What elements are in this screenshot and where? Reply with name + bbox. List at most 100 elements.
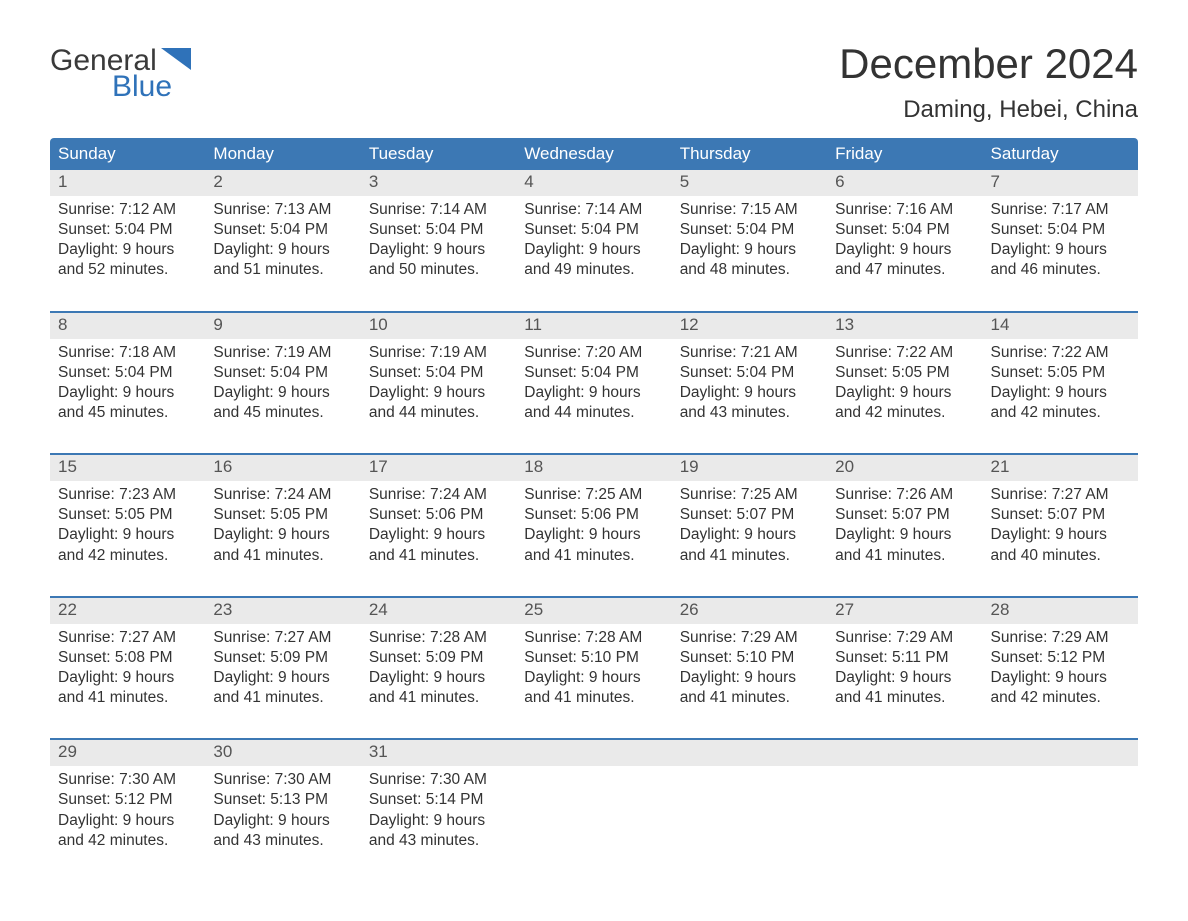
daylight-text-2: and 43 minutes.	[369, 831, 508, 851]
daylight-text-2: and 41 minutes.	[213, 546, 352, 566]
day-cell: Sunrise: 7:29 AMSunset: 5:11 PMDaylight:…	[827, 624, 982, 713]
sunset-text: Sunset: 5:10 PM	[680, 648, 819, 668]
daylight-text-2: and 42 minutes.	[835, 403, 974, 423]
week-block: 1234567Sunrise: 7:12 AMSunset: 5:04 PMDa…	[50, 170, 1138, 285]
page-title: December 2024	[839, 40, 1138, 88]
sunset-text: Sunset: 5:04 PM	[991, 220, 1130, 240]
sunset-text: Sunset: 5:07 PM	[835, 505, 974, 525]
daynum-row: 15161718192021	[50, 455, 1138, 481]
day-cell: Sunrise: 7:14 AMSunset: 5:04 PMDaylight:…	[361, 196, 516, 285]
sunset-text: Sunset: 5:04 PM	[524, 363, 663, 383]
daylight-text-2: and 43 minutes.	[213, 831, 352, 851]
day-cell: Sunrise: 7:23 AMSunset: 5:05 PMDaylight:…	[50, 481, 205, 570]
day-number: 22	[50, 598, 205, 624]
sunset-text: Sunset: 5:12 PM	[991, 648, 1130, 668]
sunset-text: Sunset: 5:14 PM	[369, 790, 508, 810]
day-cell: Sunrise: 7:27 AMSunset: 5:09 PMDaylight:…	[205, 624, 360, 713]
day-cell: Sunrise: 7:19 AMSunset: 5:04 PMDaylight:…	[361, 339, 516, 428]
day-number: 6	[827, 170, 982, 196]
sunset-text: Sunset: 5:04 PM	[835, 220, 974, 240]
sunset-text: Sunset: 5:06 PM	[369, 505, 508, 525]
sunrise-text: Sunrise: 7:22 AM	[991, 343, 1130, 363]
sunrise-text: Sunrise: 7:30 AM	[213, 770, 352, 790]
sunrise-text: Sunrise: 7:17 AM	[991, 200, 1130, 220]
day-number: 29	[50, 740, 205, 766]
day-number: 20	[827, 455, 982, 481]
day-cell: Sunrise: 7:19 AMSunset: 5:04 PMDaylight:…	[205, 339, 360, 428]
daylight-text-1: Daylight: 9 hours	[524, 383, 663, 403]
daylight-text-2: and 45 minutes.	[58, 403, 197, 423]
sunrise-text: Sunrise: 7:14 AM	[524, 200, 663, 220]
day-cell: Sunrise: 7:30 AMSunset: 5:12 PMDaylight:…	[50, 766, 205, 855]
daylight-text-1: Daylight: 9 hours	[369, 668, 508, 688]
day-cell: Sunrise: 7:29 AMSunset: 5:12 PMDaylight:…	[983, 624, 1138, 713]
day-cell: Sunrise: 7:30 AMSunset: 5:13 PMDaylight:…	[205, 766, 360, 855]
sunset-text: Sunset: 5:06 PM	[524, 505, 663, 525]
content-row: Sunrise: 7:12 AMSunset: 5:04 PMDaylight:…	[50, 196, 1138, 285]
day-number: 5	[672, 170, 827, 196]
day-cell: Sunrise: 7:25 AMSunset: 5:06 PMDaylight:…	[516, 481, 671, 570]
daylight-text-1: Daylight: 9 hours	[835, 383, 974, 403]
day-cell: Sunrise: 7:29 AMSunset: 5:10 PMDaylight:…	[672, 624, 827, 713]
daylight-text-1: Daylight: 9 hours	[524, 525, 663, 545]
location-text: Daming, Hebei, China	[839, 96, 1138, 124]
day-cell: Sunrise: 7:21 AMSunset: 5:04 PMDaylight:…	[672, 339, 827, 428]
day-number: 8	[50, 313, 205, 339]
day-cell: Sunrise: 7:12 AMSunset: 5:04 PMDaylight:…	[50, 196, 205, 285]
day-number: 18	[516, 455, 671, 481]
daylight-text-1: Daylight: 9 hours	[369, 525, 508, 545]
daylight-text-2: and 41 minutes.	[369, 546, 508, 566]
day-number: 3	[361, 170, 516, 196]
day-cell: Sunrise: 7:17 AMSunset: 5:04 PMDaylight:…	[983, 196, 1138, 285]
daylight-text-2: and 49 minutes.	[524, 260, 663, 280]
daylight-text-2: and 42 minutes.	[58, 546, 197, 566]
day-number	[827, 740, 982, 766]
day-cell: Sunrise: 7:20 AMSunset: 5:04 PMDaylight:…	[516, 339, 671, 428]
sunrise-text: Sunrise: 7:29 AM	[835, 628, 974, 648]
sunrise-text: Sunrise: 7:27 AM	[58, 628, 197, 648]
daylight-text-1: Daylight: 9 hours	[991, 525, 1130, 545]
day-cell: Sunrise: 7:18 AMSunset: 5:04 PMDaylight:…	[50, 339, 205, 428]
day-cell: Sunrise: 7:26 AMSunset: 5:07 PMDaylight:…	[827, 481, 982, 570]
sunrise-text: Sunrise: 7:25 AM	[680, 485, 819, 505]
sunrise-text: Sunrise: 7:23 AM	[58, 485, 197, 505]
sunrise-text: Sunrise: 7:27 AM	[991, 485, 1130, 505]
sunset-text: Sunset: 5:04 PM	[58, 363, 197, 383]
daylight-text-1: Daylight: 9 hours	[213, 668, 352, 688]
calendar: SundayMondayTuesdayWednesdayThursdayFrid…	[50, 138, 1138, 855]
day-number	[672, 740, 827, 766]
daynum-row: 1234567	[50, 170, 1138, 196]
sunset-text: Sunset: 5:13 PM	[213, 790, 352, 810]
week-block: 15161718192021Sunrise: 7:23 AMSunset: 5:…	[50, 453, 1138, 570]
sunset-text: Sunset: 5:05 PM	[58, 505, 197, 525]
day-cell: Sunrise: 7:24 AMSunset: 5:06 PMDaylight:…	[361, 481, 516, 570]
day-cell	[516, 766, 671, 855]
day-number: 23	[205, 598, 360, 624]
dow-cell: Friday	[827, 138, 982, 170]
daylight-text-1: Daylight: 9 hours	[58, 668, 197, 688]
sunrise-text: Sunrise: 7:16 AM	[835, 200, 974, 220]
day-cell	[827, 766, 982, 855]
sunrise-text: Sunrise: 7:20 AM	[524, 343, 663, 363]
daylight-text-2: and 50 minutes.	[369, 260, 508, 280]
day-number: 26	[672, 598, 827, 624]
day-number: 14	[983, 313, 1138, 339]
dow-cell: Monday	[205, 138, 360, 170]
dow-cell: Thursday	[672, 138, 827, 170]
daylight-text-1: Daylight: 9 hours	[835, 525, 974, 545]
daylight-text-2: and 45 minutes.	[213, 403, 352, 423]
day-number: 2	[205, 170, 360, 196]
daylight-text-1: Daylight: 9 hours	[58, 525, 197, 545]
content-row: Sunrise: 7:23 AMSunset: 5:05 PMDaylight:…	[50, 481, 1138, 570]
sunrise-text: Sunrise: 7:13 AM	[213, 200, 352, 220]
day-of-week-header: SundayMondayTuesdayWednesdayThursdayFrid…	[50, 138, 1138, 170]
daylight-text-2: and 52 minutes.	[58, 260, 197, 280]
daylight-text-1: Daylight: 9 hours	[369, 383, 508, 403]
sunrise-text: Sunrise: 7:24 AM	[213, 485, 352, 505]
dow-cell: Sunday	[50, 138, 205, 170]
sunrise-text: Sunrise: 7:22 AM	[835, 343, 974, 363]
content-row: Sunrise: 7:18 AMSunset: 5:04 PMDaylight:…	[50, 339, 1138, 428]
daylight-text-2: and 41 minutes.	[369, 688, 508, 708]
day-number	[983, 740, 1138, 766]
day-cell: Sunrise: 7:27 AMSunset: 5:07 PMDaylight:…	[983, 481, 1138, 570]
